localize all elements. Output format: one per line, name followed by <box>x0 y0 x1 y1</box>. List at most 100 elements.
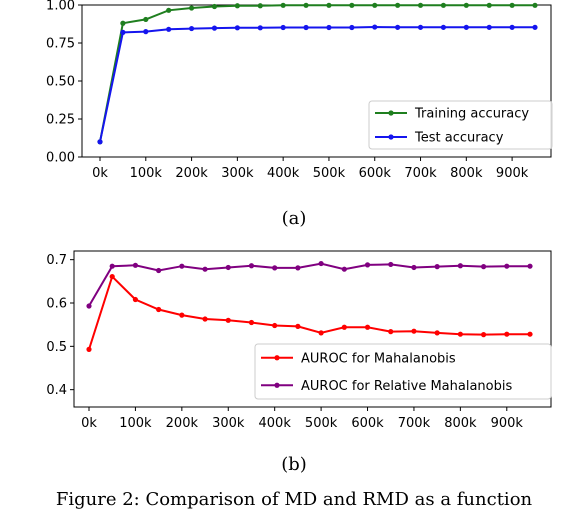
data-point <box>156 306 162 313</box>
x-tick-label: 500k <box>313 166 346 181</box>
data-point <box>109 273 115 280</box>
data-point <box>202 266 208 272</box>
data-point <box>480 332 487 338</box>
y-tick-label: 0.00 <box>46 151 75 166</box>
series-line <box>99 4 535 142</box>
data-point <box>272 322 278 329</box>
y-tick-label: 0.5 <box>46 340 67 355</box>
legend-label: AUROC for Mahalanobis <box>301 351 456 366</box>
x-tick-label: 400k <box>259 416 292 431</box>
x-tick-label: 400k <box>267 166 300 181</box>
data-point <box>440 2 447 8</box>
data-point <box>411 264 417 271</box>
data-point <box>86 303 92 309</box>
data-point <box>388 261 394 268</box>
data-point <box>457 331 463 337</box>
data-point <box>295 323 301 329</box>
data-point <box>120 20 126 26</box>
x-tick-label: 500k <box>305 416 338 431</box>
legend-label: AUROC for Relative Mahalanobis <box>301 379 512 394</box>
caption-b: (b) <box>281 454 307 475</box>
x-tick-label: 100k <box>130 166 163 181</box>
chart-a: 0.00 0.25 0.50 0.75 1.00 0k 100k 200k 300k 400k 50… <box>46 0 553 181</box>
x-tick-label: 300k <box>221 166 254 181</box>
x-tick-label: 600k <box>359 166 392 181</box>
data-point <box>326 24 332 31</box>
x-tick-label: 700k <box>404 166 437 181</box>
data-point <box>280 24 286 31</box>
data-point <box>532 2 538 8</box>
x-tick-label: 100k <box>119 416 152 431</box>
data-point <box>457 263 463 269</box>
data-point <box>532 24 538 30</box>
series-line <box>88 274 530 350</box>
data-point <box>411 328 417 334</box>
data-point <box>120 29 126 35</box>
data-point <box>349 24 355 31</box>
data-point <box>372 24 378 30</box>
x-tick-label: 0k <box>92 166 108 181</box>
y-tick-label: 1.00 <box>46 0 75 14</box>
legend-marker <box>388 134 394 140</box>
data-point <box>509 24 515 30</box>
data-point <box>434 264 440 270</box>
data-point <box>202 316 208 322</box>
x-tick-label: 800k <box>450 166 483 181</box>
data-point <box>86 346 92 352</box>
data-point <box>341 324 347 330</box>
x-tick-label: 900k <box>491 416 524 431</box>
data-point <box>234 25 240 31</box>
data-point <box>295 265 301 271</box>
legend-marker <box>274 382 280 388</box>
data-point <box>166 7 172 13</box>
data-point <box>318 330 324 336</box>
data-point <box>211 25 218 31</box>
y-tick-label: 0.75 <box>46 37 75 52</box>
y-tick-label: 0.50 <box>46 75 75 90</box>
data-point <box>257 3 263 9</box>
data-point <box>486 2 492 8</box>
x-tick-label: 800k <box>444 416 477 431</box>
figure-caption: Figure 2: Comparison of MD and RMD as a … <box>56 489 533 510</box>
x-tick-label: 200k <box>166 416 199 431</box>
y-tick-label: 0.6 <box>46 297 67 312</box>
data-point <box>248 263 255 269</box>
data-point <box>179 263 185 269</box>
data-point <box>417 24 424 30</box>
data-point <box>527 263 533 269</box>
plot-frame <box>73 250 552 408</box>
data-point <box>188 5 195 11</box>
data-point <box>463 2 469 8</box>
data-point <box>225 317 231 323</box>
data-point <box>509 2 515 8</box>
data-point <box>272 265 278 271</box>
data-point <box>143 16 149 23</box>
data-point <box>326 2 332 8</box>
caption-a: (a) <box>282 208 307 229</box>
data-point <box>109 263 115 269</box>
data-point <box>527 331 533 337</box>
data-point <box>434 330 440 336</box>
chart-b: 0.4 0.5 0.6 0.7 0k 100k 200k 300k 400k 500k 600k 70… <box>46 250 552 431</box>
legend-marker <box>274 355 280 361</box>
data-point <box>364 324 371 330</box>
data-point <box>132 262 139 268</box>
y-tick-label: 0.7 <box>46 253 67 268</box>
data-point <box>349 2 355 8</box>
data-point <box>463 24 469 30</box>
data-point <box>504 263 510 269</box>
series-line <box>99 25 535 143</box>
data-point <box>364 262 371 268</box>
legend-box <box>368 100 553 150</box>
data-point <box>179 312 185 318</box>
x-tick-label: 900k <box>496 166 529 181</box>
data-point <box>248 319 255 326</box>
data-point <box>234 3 240 9</box>
data-point <box>341 266 347 272</box>
data-point <box>395 2 401 8</box>
data-point <box>303 24 309 31</box>
data-point <box>303 2 309 8</box>
data-point <box>143 29 149 35</box>
x-tick-label: 600k <box>351 416 384 431</box>
